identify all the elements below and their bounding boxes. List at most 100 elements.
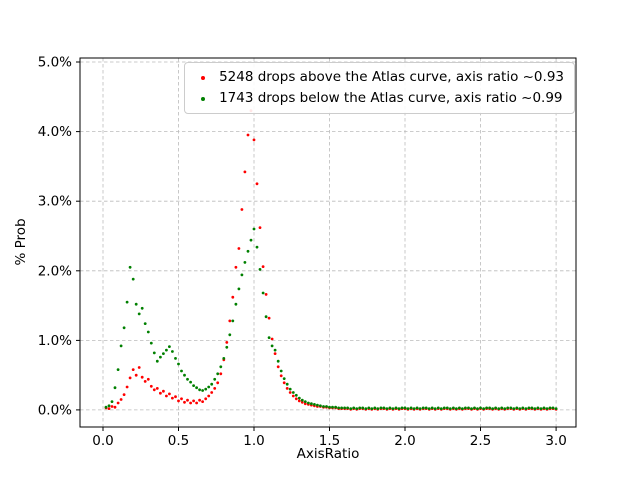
scatter-point-below <box>152 351 156 355</box>
x-tick-label: 0.5 <box>168 433 189 449</box>
x-tick-label: 0.0 <box>92 433 113 449</box>
scatter-point-below <box>461 407 464 410</box>
scatter-point-below <box>527 406 531 410</box>
scatter-point-below <box>195 386 199 390</box>
scatter-point-below <box>503 407 507 410</box>
scatter-point-below <box>536 406 540 410</box>
scatter-point-below <box>367 406 371 410</box>
scatter-point-above <box>219 372 223 376</box>
scatter-point-below <box>497 407 501 410</box>
scatter-point-below <box>539 407 543 410</box>
scatter-point-below <box>155 359 159 363</box>
scatter-point-below <box>104 405 108 409</box>
scatter-point-below <box>415 406 419 410</box>
scatter-point-below <box>337 406 340 410</box>
scatter-point-below <box>370 407 374 410</box>
y-tick-label: 2.0% <box>38 263 72 279</box>
scatter-point-below <box>288 387 292 391</box>
scatter-point-below <box>137 312 141 316</box>
scatter-point-above <box>288 391 292 394</box>
scatter-point-above <box>134 373 138 377</box>
scatter-point-below <box>421 406 425 410</box>
x-tick-label: 2.0 <box>394 433 415 449</box>
scatter-point-above <box>131 368 135 371</box>
scatter-point-below <box>140 306 144 310</box>
scatter-point-above <box>216 381 220 385</box>
scatter-point-below <box>113 386 117 390</box>
scatter-point-below <box>198 388 202 392</box>
scatter-point-above <box>177 399 180 403</box>
scatter-point-below <box>128 265 132 269</box>
scatter-point-above <box>291 394 295 398</box>
red-dot-marker-icon <box>201 75 206 80</box>
scatter-point-below <box>183 373 186 377</box>
scatter-point-below <box>458 406 461 410</box>
scatter-point-above <box>234 265 238 269</box>
scatter-point-below <box>267 336 271 339</box>
scatter-point-below <box>509 406 513 410</box>
scatter-point-above <box>168 392 171 396</box>
scatter-point-below <box>470 407 473 410</box>
scatter-point-below <box>512 407 516 410</box>
scatter-point-below <box>149 341 153 345</box>
scatter-point-below <box>294 393 298 397</box>
scatter-point-below <box>436 406 440 410</box>
legend: 5248 drops above the Atlas curve, axis r… <box>184 62 575 114</box>
y-tick-label: 4.0% <box>38 124 72 140</box>
scatter-point-above <box>204 397 208 401</box>
scatter-point-below <box>240 273 244 277</box>
scatter-point-below <box>479 406 482 410</box>
scatter-point-below <box>159 355 162 359</box>
scatter-point-below <box>231 319 235 323</box>
scatter-point-below <box>168 345 171 348</box>
x-axis-label: AxisRatio <box>296 446 360 462</box>
scatter-point-above <box>303 402 307 406</box>
scatter-point-below <box>303 400 307 403</box>
scatter-point-above <box>228 319 232 323</box>
legend-entry-above: 5248 drops above the Atlas curve, axis r… <box>193 67 564 88</box>
y-tick-label: 3.0% <box>38 194 72 210</box>
scatter-point-below <box>448 407 452 410</box>
scatter-point-below <box>376 407 380 410</box>
scatter-point-above <box>149 384 153 388</box>
scatter-point-above <box>183 400 186 404</box>
scatter-point-below <box>361 406 365 410</box>
scatter-point-below <box>189 380 193 384</box>
scatter-point-below <box>255 245 259 249</box>
scatter-point-below <box>442 406 446 410</box>
scatter-point-above <box>198 398 202 402</box>
scatter-point-below <box>261 291 265 295</box>
scatter-point-below <box>107 404 111 408</box>
scatter-point-below <box>270 344 274 348</box>
scatter-point-below <box>207 385 211 389</box>
scatter-point-below <box>319 404 322 408</box>
scatter-point-below <box>476 407 479 410</box>
scatter-point-above <box>300 400 304 404</box>
scatter-point-below <box>343 406 346 410</box>
scatter-point-above <box>264 293 268 296</box>
scatter-point-below <box>322 405 325 408</box>
scatter-point-above <box>146 377 150 381</box>
scatter-point-below <box>213 377 217 381</box>
scatter-point-below <box>409 406 413 410</box>
scatter-point-below <box>391 407 395 410</box>
scatter-point-above <box>180 397 183 401</box>
scatter-point-above <box>113 405 117 409</box>
scatter-point-below <box>210 382 214 386</box>
scatter-point-below <box>243 261 247 264</box>
x-tick-label: 3.0 <box>545 433 566 449</box>
scatter-point-below <box>252 227 256 231</box>
scatter-point-below <box>494 406 497 410</box>
scatter-point-below <box>186 377 189 381</box>
scatter-point-above <box>201 400 205 403</box>
scatter-point-above <box>155 387 159 390</box>
scatter-point-below <box>388 406 392 410</box>
scatter-point-below <box>373 406 377 410</box>
scatter-point-above <box>276 365 280 369</box>
scatter-point-above <box>285 387 289 390</box>
scatter-point-above <box>189 401 193 405</box>
scatter-point-above <box>210 391 214 394</box>
scatter-point-below <box>134 302 138 306</box>
legend-entry-below: 1743 drops below the Atlas curve, axis r… <box>193 88 564 109</box>
scatter-point-below <box>518 407 522 410</box>
